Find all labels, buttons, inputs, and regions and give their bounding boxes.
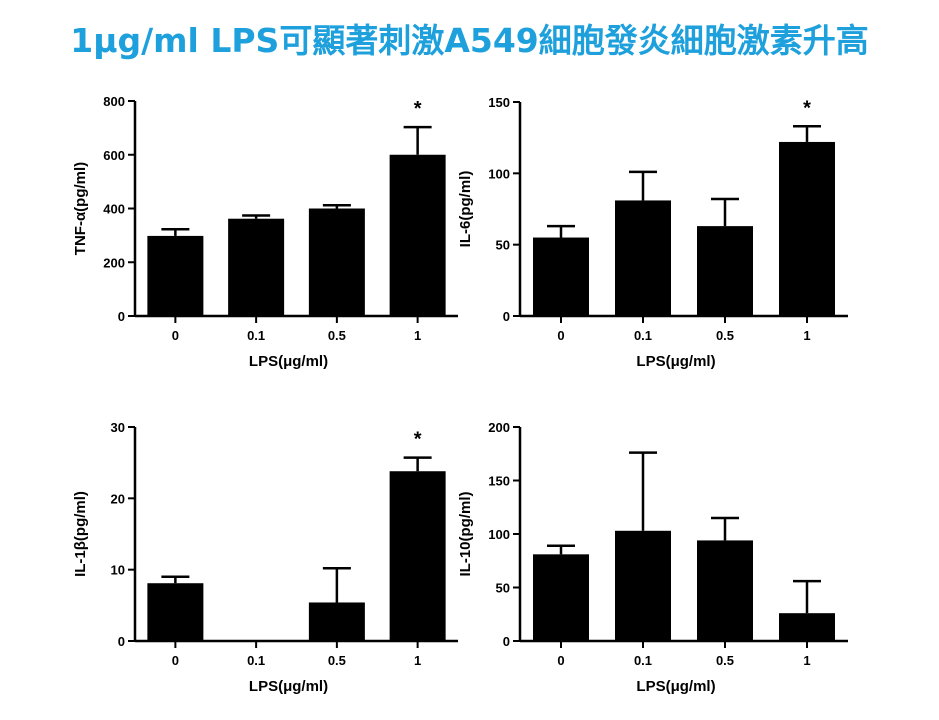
y-tick-label: 10	[111, 563, 125, 578]
x-axis-label: LPS(μg/ml)	[636, 678, 715, 695]
bar	[389, 471, 446, 641]
x-axis-label: LPS(μg/ml)	[249, 353, 328, 370]
y-tick-label: 200	[488, 420, 510, 435]
bar	[308, 602, 365, 641]
x-tick-label: 1	[414, 653, 421, 668]
bar	[533, 237, 589, 316]
y-axis-label: IL-1β(pg/ml)	[72, 491, 89, 577]
y-tick-label: 800	[103, 94, 125, 109]
bar	[779, 613, 835, 641]
x-tick-label: 1	[803, 653, 810, 668]
x-tick-label: 0	[172, 328, 179, 343]
bar	[533, 554, 589, 641]
bar	[147, 583, 204, 641]
page-title: 1μg/ml LPS可顯著刺激A549細胞發炎細胞激素升高	[70, 21, 869, 60]
y-tick-label: 50	[496, 238, 510, 253]
significance-marker: *	[803, 97, 811, 119]
bar	[389, 154, 446, 316]
y-tick-label: 0	[118, 634, 125, 649]
y-tick-label: 150	[488, 474, 510, 489]
y-tick-label: 0	[503, 634, 510, 649]
y-tick-label: 100	[488, 527, 510, 542]
y-tick-label: 600	[103, 148, 125, 163]
x-tick-label: 0.1	[634, 653, 652, 668]
bar	[615, 530, 671, 641]
bar	[779, 141, 835, 316]
y-tick-label: 400	[103, 202, 125, 217]
x-tick-label: 0.5	[716, 328, 734, 343]
bar	[697, 540, 753, 641]
y-tick-label: 0	[503, 309, 510, 324]
bar	[308, 208, 365, 316]
x-tick-label: 0.5	[328, 328, 346, 343]
bar	[615, 200, 671, 316]
y-tick-label: 30	[111, 420, 125, 435]
x-tick-label: 0.1	[247, 653, 265, 668]
bar	[147, 235, 204, 316]
x-tick-label: 0.5	[328, 653, 346, 668]
y-tick-label: 150	[488, 95, 510, 110]
x-axis-label: LPS(μg/ml)	[636, 353, 715, 370]
x-tick-label: 0	[557, 328, 564, 343]
y-axis-label: IL-6(pg/ml)	[457, 171, 474, 248]
significance-marker: *	[414, 98, 422, 120]
significance-marker: *	[414, 429, 422, 451]
x-tick-label: 0	[557, 653, 564, 668]
y-tick-label: 100	[488, 166, 510, 181]
y-tick-label: 0	[118, 309, 125, 324]
x-tick-label: 1	[803, 328, 810, 343]
x-tick-label: 0.5	[716, 653, 734, 668]
x-tick-label: 0.1	[634, 328, 652, 343]
y-tick-label: 20	[111, 491, 125, 506]
bar	[697, 226, 753, 316]
x-tick-label: 0	[172, 653, 179, 668]
x-tick-label: 0.1	[247, 328, 265, 343]
x-tick-label: 1	[414, 328, 421, 343]
y-axis-label: TNF-α(pg/ml)	[72, 162, 89, 255]
y-axis-label: IL-10(pg/ml)	[457, 491, 474, 576]
y-tick-label: 50	[496, 581, 510, 596]
y-tick-label: 200	[103, 255, 125, 270]
bar	[228, 218, 285, 316]
x-axis-label: LPS(μg/ml)	[249, 678, 328, 695]
